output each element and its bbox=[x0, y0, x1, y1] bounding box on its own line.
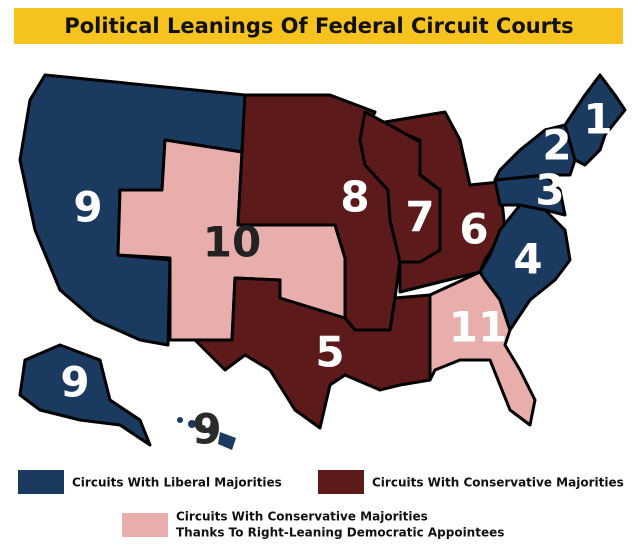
circuit-labels: 9 10 8 7 6 5 11 4 3 2 1 9 9 bbox=[60, 95, 612, 454]
fifth-circuit bbox=[193, 276, 432, 430]
third-circuit bbox=[493, 173, 567, 217]
circuit-label: 6 bbox=[459, 205, 488, 254]
legend-swatch bbox=[18, 470, 64, 494]
seventh-circuit bbox=[358, 110, 442, 264]
legend-label: Circuits With Conservative Majorities bbox=[176, 510, 428, 524]
circuit-label: 9 bbox=[73, 183, 102, 232]
hawaii bbox=[177, 417, 236, 450]
title-banner bbox=[14, 8, 623, 44]
legend-label: Thanks To Right-Leaning Democratic Appoi… bbox=[176, 526, 504, 540]
circuit-label: 1 bbox=[583, 95, 612, 144]
legend: Circuits With Liberal Majorities Circuit… bbox=[18, 470, 624, 540]
circuit-label: 8 bbox=[340, 173, 369, 222]
circuit-label: 5 bbox=[315, 328, 344, 377]
circuit-label: 3 bbox=[535, 166, 564, 215]
circuit-label: 7 bbox=[405, 193, 434, 242]
circuit-label: 9 bbox=[192, 405, 221, 454]
circuit-label: 4 bbox=[513, 235, 542, 284]
title: Political Leanings Of Federal Circuit Co… bbox=[64, 14, 573, 38]
legend-swatch bbox=[122, 513, 168, 537]
legend-swatch bbox=[318, 470, 364, 494]
circuit-label: 9 bbox=[60, 358, 89, 407]
legend-label: Circuits With Conservative Majorities bbox=[372, 476, 624, 490]
circuit-label: 2 bbox=[542, 121, 571, 170]
map bbox=[18, 73, 627, 450]
alaska bbox=[18, 343, 152, 447]
first-circuit bbox=[563, 73, 627, 167]
circuit-label: 10 bbox=[203, 218, 261, 267]
circuit-label: 11 bbox=[449, 303, 507, 352]
legend-label: Circuits With Liberal Majorities bbox=[72, 476, 282, 490]
